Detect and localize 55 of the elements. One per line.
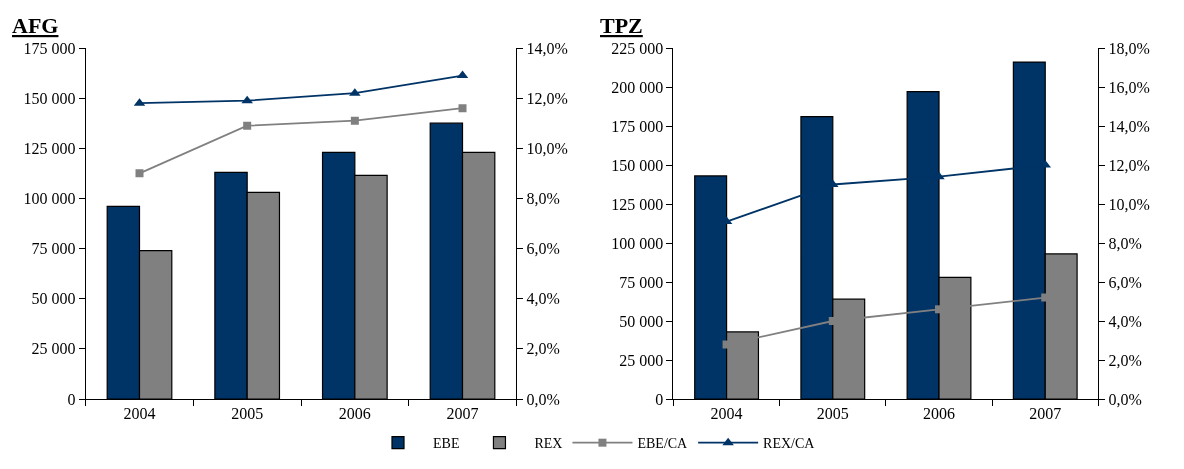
y-tick-label: 100 000 [611, 234, 664, 252]
y2-tick-label: 12,0% [526, 89, 568, 107]
y2-tick-label: 2,0% [1108, 351, 1142, 369]
legend-label: REX [534, 436, 563, 452]
y-tick-label: 175 000 [611, 117, 664, 135]
y-tick-label: 175 000 [23, 39, 76, 57]
y-tick-label: 125 000 [23, 139, 76, 157]
point [243, 121, 252, 130]
y-tick-label: 150 000 [23, 89, 76, 107]
y2-tick-label: 10,0% [526, 139, 568, 157]
y-tick-label: 125 000 [611, 195, 664, 213]
y2-tick-label: 14,0% [1108, 117, 1150, 135]
point [135, 169, 144, 178]
y2-tick-label: 0,0% [1108, 390, 1142, 408]
y-tick-label: 75 000 [619, 273, 664, 291]
chart-title: AFG [12, 13, 59, 38]
y-tick-label: 50 000 [31, 290, 76, 308]
y-tick-label: 75 000 [31, 240, 76, 258]
x-tick-label: 2006 [923, 405, 956, 423]
point [241, 95, 253, 104]
x-tick-label: 2006 [338, 405, 371, 423]
legend-label: EBE/CA [637, 436, 689, 452]
chart-title: TPZ [600, 13, 643, 38]
y2-tick-label: 8,0% [1108, 234, 1142, 252]
y2-tick-label: 0,0% [526, 390, 560, 408]
y2-tick-label: 4,0% [1108, 312, 1142, 330]
y-tick-label: 50 000 [619, 312, 664, 330]
point [458, 104, 467, 113]
y2-tick-label: 8,0% [526, 190, 560, 208]
y-tick-label: 0 [655, 390, 664, 408]
x-tick-label: 2005 [231, 405, 264, 423]
legend-label: EBE [433, 436, 460, 452]
y-tick-label: 25 000 [619, 351, 664, 369]
y2-tick-label: 2,0% [526, 340, 560, 358]
y-tick-label: 200 000 [611, 78, 664, 96]
y2-tick-label: 10,0% [1108, 195, 1150, 213]
y-tick-label: 150 000 [611, 156, 664, 174]
y2-tick-label: 4,0% [526, 290, 560, 308]
point [350, 116, 359, 125]
y-tick-label: 225 000 [611, 39, 664, 57]
x-tick-label: 2007 [1029, 405, 1062, 423]
y2-tick-label: 14,0% [526, 39, 568, 57]
y2-tick-label: 6,0% [1108, 273, 1142, 291]
x-tick-label: 2004 [123, 405, 156, 423]
y2-tick-label: 12,0% [1108, 156, 1150, 174]
x-tick-label: 2004 [710, 405, 743, 423]
y2-tick-label: 6,0% [526, 240, 560, 258]
legend-label: REX/CA [763, 436, 816, 452]
x-tick-label: 2005 [816, 405, 849, 423]
y-tick-label: 25 000 [31, 340, 76, 358]
y2-tick-label: 16,0% [1108, 78, 1150, 96]
y2-tick-label: 18,0% [1108, 39, 1150, 57]
y-tick-label: 0 [67, 390, 76, 408]
x-tick-label: 2007 [446, 405, 479, 423]
y-tick-label: 100 000 [23, 190, 76, 208]
